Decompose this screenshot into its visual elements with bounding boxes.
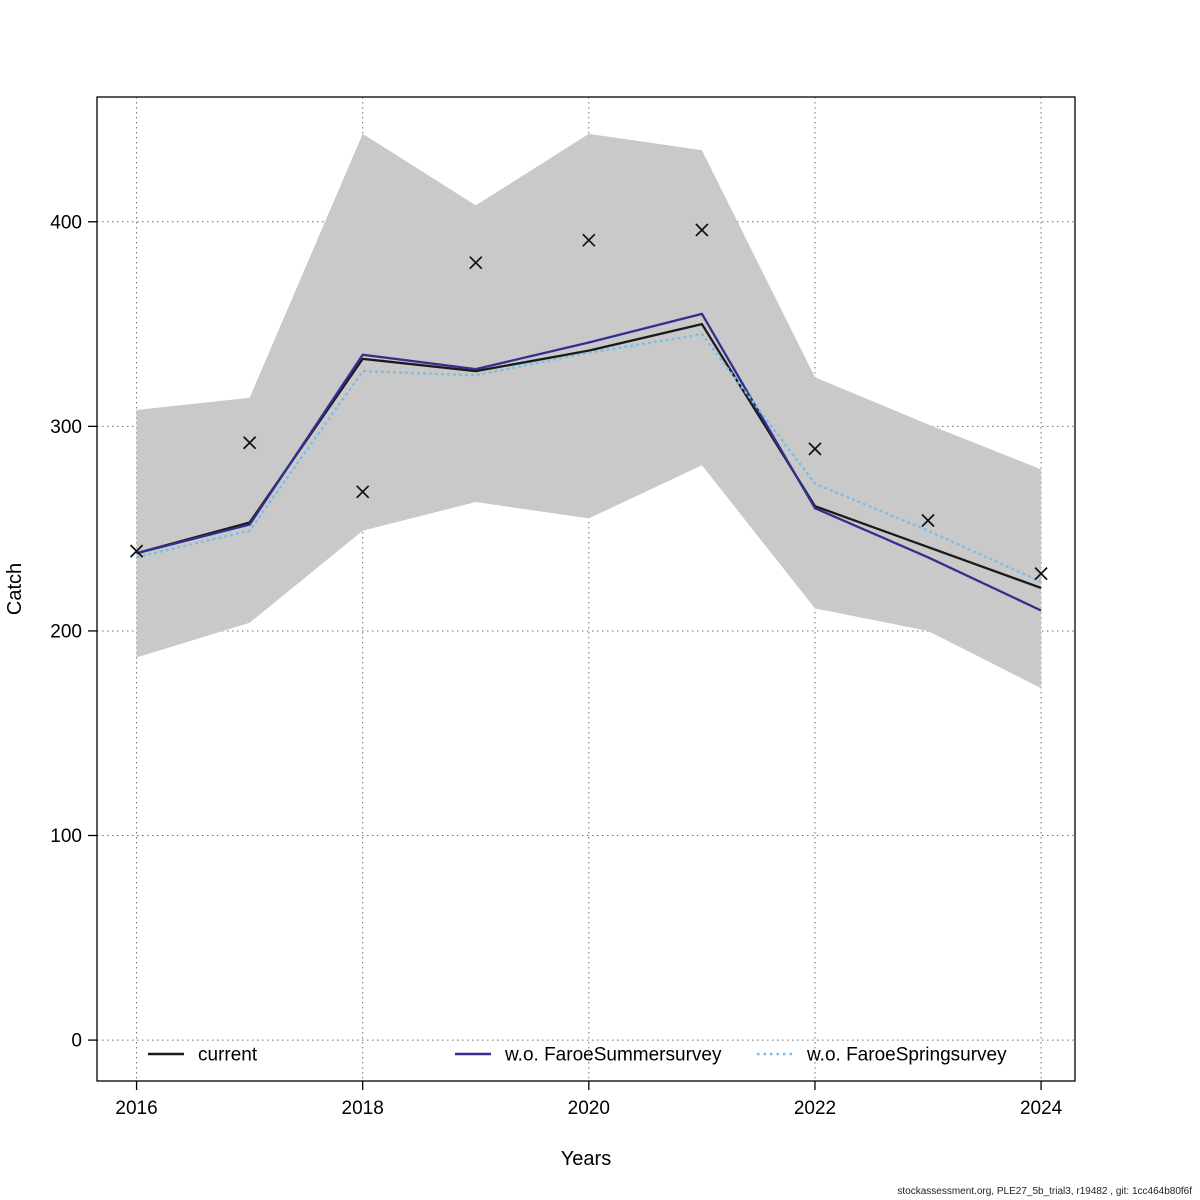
obs-marker-2016 — [129, 544, 144, 558]
series-line-w-o-faroespringsurvey — [136, 333, 1042, 583]
chart-graphic — [469, 256, 483, 270]
legend: current w.o. FaroeSummersurvey w.o. FaroeS… — [148, 1045, 1007, 1066]
legend-item-w-o-faroespringsurvey: w.o. FaroeSpringsurvey — [757, 1045, 1007, 1066]
chart-graphic — [808, 442, 822, 456]
gridlines — [97, 97, 1075, 1081]
chart-graphic — [695, 223, 709, 237]
chart-graphic — [129, 544, 144, 558]
chart-graphic — [582, 233, 596, 247]
chart-graphic — [921, 513, 935, 528]
legend-label-current: current — [198, 1045, 258, 1066]
obs-marker-2022 — [808, 442, 822, 456]
legend-item-current: current — [148, 1045, 258, 1066]
x-tick-label-2018: 2018 — [342, 1098, 384, 1119]
obs-marker-2024 — [1034, 567, 1048, 581]
obs-marker-2019 — [469, 256, 483, 270]
y-tick-label-200: 200 — [50, 621, 82, 642]
x-tick-label-2016: 2016 — [115, 1098, 157, 1119]
x-axis-label: Years — [561, 1148, 611, 1170]
chart-graphic — [356, 485, 370, 499]
legend-label-w-o-faroespringsurvey: w.o. FaroeSpringsurvey — [806, 1045, 1007, 1066]
y-tick-label-300: 300 — [50, 417, 82, 438]
obs-marker-2023 — [921, 513, 935, 528]
y-tick-label-100: 100 — [50, 826, 82, 847]
chart-graphic — [243, 436, 257, 450]
axes: 2016 2018 2020 2022 2024 0 100 200 300 400 — [50, 212, 1062, 1119]
observation-markers — [129, 223, 1048, 581]
y-axis-label: Catch — [4, 563, 26, 615]
plot-border — [96, 96, 1076, 1082]
legend-label-w-o-faroesummersurvey: w.o. FaroeSummersurvey — [504, 1045, 722, 1066]
confidence-band — [136, 133, 1042, 689]
obs-marker-2020 — [582, 233, 596, 247]
x-tick-label-2020: 2020 — [568, 1098, 610, 1119]
series-line-w-o-faroesummersurvey — [136, 312, 1042, 612]
chart-graphic — [1034, 567, 1048, 581]
y-tick-label-400: 400 — [50, 212, 82, 233]
obs-marker-2017 — [243, 436, 257, 450]
y-tick-label-0: 0 — [71, 1031, 82, 1052]
x-tick-label-2024: 2024 — [1020, 1098, 1063, 1119]
obs-marker-2021 — [695, 223, 709, 237]
obs-marker-2018 — [356, 485, 370, 499]
x-tick-label-2022: 2022 — [794, 1098, 836, 1119]
legend-item-w-o-faroesummersurvey: w.o. FaroeSummersurvey — [455, 1045, 722, 1066]
footer-attribution: stockassessment.org, PLE27_5b_trial3, r1… — [897, 1186, 1192, 1197]
